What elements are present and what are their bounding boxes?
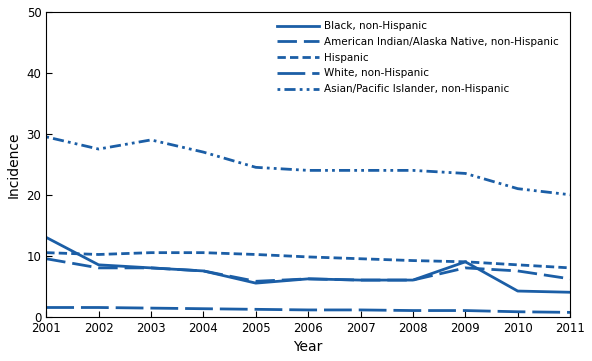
- X-axis label: Year: Year: [294, 340, 323, 354]
- Y-axis label: Incidence: Incidence: [7, 131, 21, 197]
- Legend: Black, non-Hispanic, American Indian/Alaska Native, non-Hispanic, Hispanic, Whit: Black, non-Hispanic, American Indian/Ala…: [273, 17, 563, 98]
